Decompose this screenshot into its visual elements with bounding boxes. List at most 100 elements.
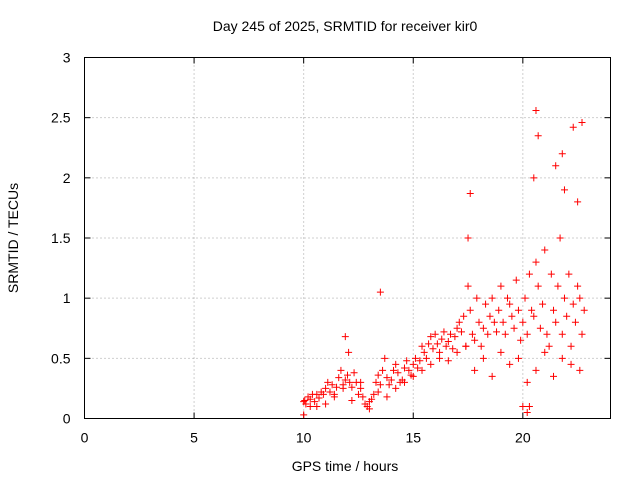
data-point <box>357 384 365 392</box>
data-point <box>552 318 560 326</box>
data-point <box>344 371 351 379</box>
data-point <box>453 348 461 356</box>
data-point <box>501 330 509 338</box>
data-point <box>337 366 345 374</box>
data-point <box>580 306 588 314</box>
data-point <box>464 282 472 290</box>
data-point <box>306 395 314 403</box>
data-point <box>385 381 393 389</box>
data-point <box>322 384 330 392</box>
data-point <box>322 400 330 408</box>
data-point <box>532 106 540 114</box>
data-point <box>368 395 376 403</box>
data-point <box>558 354 566 362</box>
data-point <box>574 282 582 290</box>
data-point <box>556 234 564 242</box>
data-point <box>503 294 511 302</box>
data-point <box>418 342 426 350</box>
data-point <box>495 306 503 314</box>
data-point <box>394 369 402 377</box>
data-point <box>512 276 520 284</box>
y-tick-label: 3 <box>63 50 71 66</box>
data-point <box>488 294 496 302</box>
data-point <box>514 306 522 314</box>
data-point <box>409 372 417 380</box>
data-point <box>543 330 551 338</box>
data-point <box>560 186 568 194</box>
data-point <box>301 396 309 404</box>
data-point <box>436 348 444 356</box>
data-point <box>313 402 321 410</box>
data-point <box>521 294 529 302</box>
x-tick-label: 10 <box>296 430 312 446</box>
data-point <box>545 342 553 350</box>
data-point <box>451 333 459 341</box>
data-point <box>425 340 433 348</box>
data-point <box>390 366 398 374</box>
data-point <box>300 398 308 406</box>
data-point <box>345 348 353 356</box>
data-point <box>315 394 323 402</box>
data-point <box>346 378 354 386</box>
data-point <box>330 393 338 401</box>
data-point <box>569 300 577 308</box>
y-tick-label: 2 <box>63 170 71 186</box>
data-point <box>539 300 547 308</box>
data-point <box>466 306 474 314</box>
y-tick-label: 2.5 <box>51 110 71 126</box>
data-point <box>348 396 356 404</box>
data-point <box>541 246 549 254</box>
data-point <box>403 357 411 365</box>
data-point <box>536 324 544 332</box>
data-point <box>319 390 327 398</box>
data-point <box>457 328 465 336</box>
data-point <box>525 270 533 278</box>
data-point <box>440 328 448 336</box>
data-point <box>528 306 536 314</box>
x-tick-label: 20 <box>515 430 531 446</box>
data-point <box>416 357 424 365</box>
data-point <box>534 282 542 290</box>
data-point <box>414 364 422 372</box>
data-point <box>427 360 435 368</box>
data-point <box>313 390 321 398</box>
data-point <box>436 354 444 362</box>
data-point <box>571 318 579 326</box>
data-point <box>374 388 382 396</box>
data-point <box>339 384 347 392</box>
data-point <box>530 312 538 320</box>
x-tick-label: 5 <box>190 430 198 446</box>
data-point <box>381 354 389 362</box>
data-point <box>534 132 542 140</box>
data-point <box>558 330 566 338</box>
data-point <box>326 388 334 396</box>
data-point <box>519 318 527 326</box>
data-point <box>488 372 496 380</box>
data-point <box>497 282 505 290</box>
data-point <box>444 357 452 365</box>
data-point <box>576 366 584 374</box>
data-point <box>409 360 417 368</box>
data-point <box>466 189 474 197</box>
data-point <box>357 378 365 386</box>
data-point <box>350 369 358 377</box>
data-point <box>387 376 395 384</box>
data-point <box>370 390 378 398</box>
data-point <box>508 312 516 320</box>
data-point <box>400 378 408 386</box>
data-point <box>392 360 400 368</box>
data-point <box>523 378 531 386</box>
data-point <box>392 384 400 392</box>
data-point <box>569 123 577 131</box>
chart-title: Day 245 of 2025, SRMTID for receiver kir… <box>213 18 478 34</box>
data-point <box>552 162 560 170</box>
data-point <box>365 405 373 413</box>
data-point <box>493 328 501 336</box>
data-point <box>499 318 507 326</box>
data-point <box>462 342 470 350</box>
data-point <box>514 354 522 362</box>
data-point <box>471 336 479 344</box>
data-point <box>532 366 540 374</box>
data-point <box>576 294 584 302</box>
data-point <box>479 324 487 332</box>
